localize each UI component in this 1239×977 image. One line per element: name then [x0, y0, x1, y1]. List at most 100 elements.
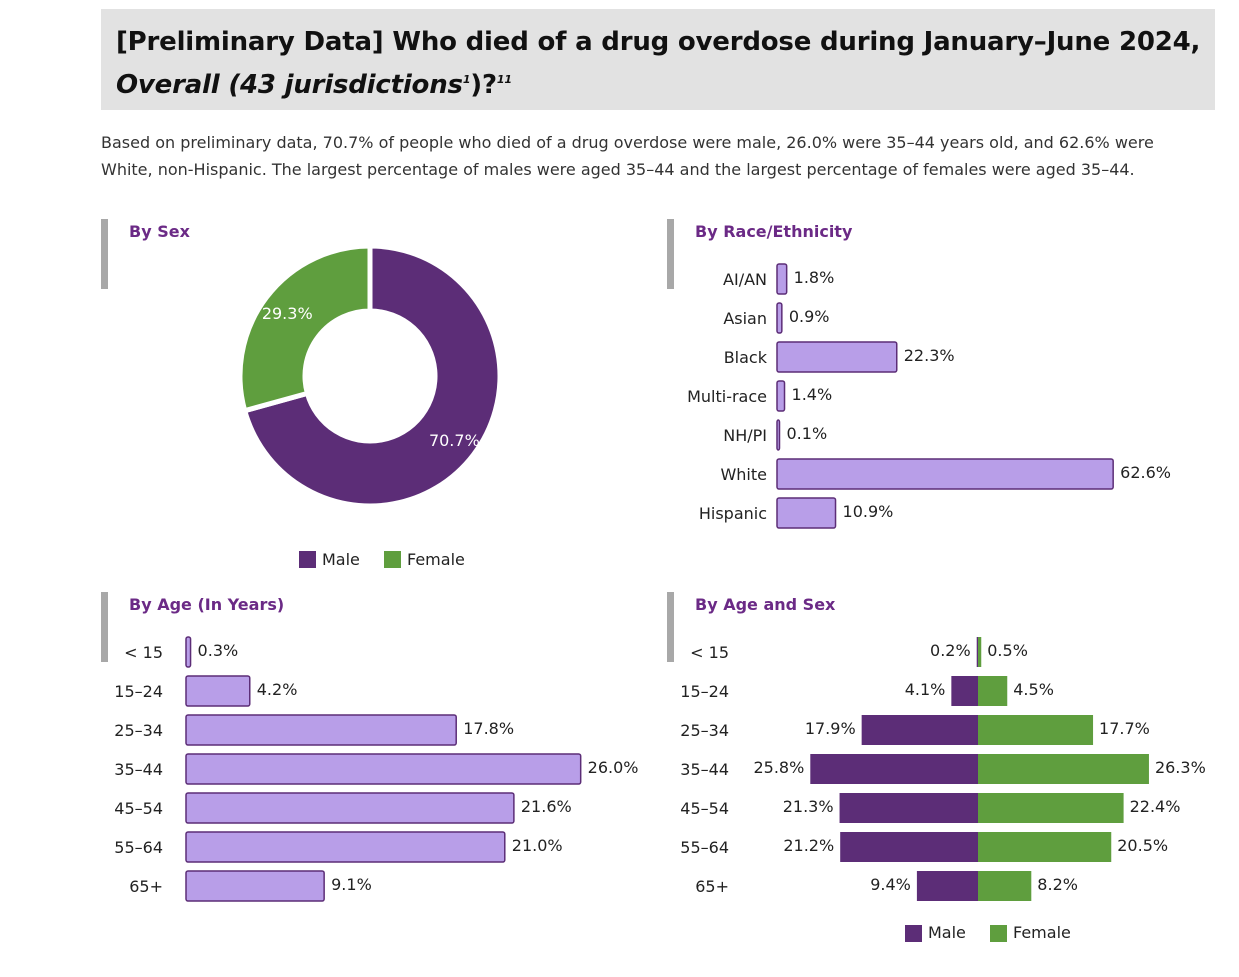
category-label: Multi-race	[687, 387, 767, 406]
title-banner: [Preliminary Data] Who died of a drug ov…	[101, 9, 1215, 110]
bar	[776, 380, 786, 412]
pie-slice-female	[237, 243, 373, 414]
data-label: 0.1%	[787, 424, 828, 443]
category-label: 45–54	[680, 799, 729, 818]
category-label: 55–64	[114, 838, 163, 857]
bar	[185, 831, 506, 863]
legend-swatch-female	[384, 551, 401, 568]
bar-male	[840, 832, 978, 862]
bar-female	[978, 754, 1149, 784]
section-title-by-sex: By Sex	[129, 222, 190, 241]
summary-text: Based on preliminary data, 70.7% of peop…	[101, 133, 1154, 179]
category-label: Asian	[723, 309, 767, 328]
data-label: 62.6%	[1120, 463, 1171, 482]
data-label: 26.0%	[588, 758, 639, 777]
slice-label: 29.3%	[262, 304, 313, 323]
data-label: 21.0%	[512, 836, 563, 855]
category-label: 45–54	[114, 799, 163, 818]
bar	[185, 636, 192, 668]
section-title-by-race: By Race/Ethnicity	[695, 222, 853, 241]
footnote-marker[interactable]: 1	[462, 73, 471, 86]
category-label: 35–44	[114, 760, 163, 779]
bar-female	[978, 871, 1032, 901]
bar-male	[839, 793, 978, 823]
data-label: 10.9%	[843, 502, 894, 521]
category-label: 55–64	[680, 838, 729, 857]
bar	[185, 675, 251, 707]
slice-label: 70.7%	[429, 431, 480, 450]
category-label: Black	[724, 348, 768, 367]
data-label-female: 4.5%	[1013, 680, 1054, 699]
category-label: 25–34	[680, 721, 729, 740]
bar	[776, 458, 1114, 490]
data-label: 1.8%	[794, 268, 835, 287]
bar	[776, 419, 781, 451]
legend-label-male: Male	[928, 923, 966, 942]
data-label: 4.2%	[257, 680, 298, 699]
data-label-male: 4.1%	[905, 680, 946, 699]
category-label: 35–44	[680, 760, 729, 779]
data-label-male: 0.2%	[930, 641, 971, 660]
data-label: 17.8%	[463, 719, 514, 738]
category-label: Hispanic	[699, 504, 767, 523]
data-label-male: 9.4%	[870, 875, 911, 894]
data-label-male: 21.3%	[783, 797, 834, 816]
data-label: 22.3%	[904, 346, 955, 365]
category-label: 15–24	[114, 682, 163, 701]
bar	[185, 792, 515, 824]
data-label-male: 17.9%	[805, 719, 856, 738]
category-label: White	[720, 465, 767, 484]
bar	[185, 714, 457, 746]
subtitle-text: Overall (43 jurisdictions	[116, 70, 463, 100]
category-label: 65+	[695, 877, 729, 896]
section-title-by-age: By Age (In Years)	[129, 595, 285, 614]
data-label: 0.3%	[198, 641, 239, 660]
category-label: < 15	[690, 643, 729, 662]
category-label: 25–34	[114, 721, 163, 740]
bar-female	[978, 637, 982, 667]
legend-swatch-male	[299, 551, 316, 568]
data-label-female: 22.4%	[1130, 797, 1181, 816]
bar	[185, 870, 325, 902]
category-label: NH/PI	[723, 426, 767, 445]
section-accent-bar	[101, 592, 108, 662]
section-accent-bar	[101, 219, 108, 289]
page-title: [Preliminary Data] Who died of a drug ov…	[116, 27, 1201, 57]
footnote-marker-2[interactable]: 11	[496, 73, 512, 86]
category-label: AI/AN	[723, 270, 767, 289]
legend-label-female: Female	[407, 550, 465, 569]
bar	[185, 753, 582, 785]
data-label-male: 21.2%	[783, 836, 834, 855]
subtitle-end: )?	[470, 70, 497, 100]
category-label: 65+	[129, 877, 163, 896]
data-label-female: 0.5%	[987, 641, 1028, 660]
data-label-male: 25.8%	[753, 758, 804, 777]
data-label-female: 8.2%	[1037, 875, 1078, 894]
category-label: 15–24	[680, 682, 729, 701]
bar-male	[861, 715, 978, 745]
legend-swatch-female	[990, 925, 1007, 942]
category-label: < 15	[124, 643, 163, 662]
data-label: 9.1%	[331, 875, 372, 894]
legend-swatch-male	[905, 925, 922, 942]
bar-female	[978, 676, 1008, 706]
bar-female	[978, 793, 1124, 823]
bar	[776, 341, 898, 373]
bar-male	[916, 871, 978, 901]
data-label: 0.9%	[789, 307, 830, 326]
page-subtitle: Overall (43 jurisdictions1)?11	[116, 61, 1215, 104]
bar	[776, 302, 783, 334]
bar-male	[810, 754, 978, 784]
legend-label-male: Male	[322, 550, 360, 569]
bar-female	[978, 832, 1112, 862]
data-label-female: 20.5%	[1117, 836, 1168, 855]
bar-male	[976, 637, 978, 667]
data-label: 1.4%	[792, 385, 833, 404]
data-label-female: 26.3%	[1155, 758, 1206, 777]
bar	[776, 263, 788, 295]
section-accent-bar	[667, 219, 674, 289]
section-title-by-age-sex: By Age and Sex	[695, 595, 836, 614]
section-accent-bar	[667, 592, 674, 662]
bar-female	[978, 715, 1094, 745]
